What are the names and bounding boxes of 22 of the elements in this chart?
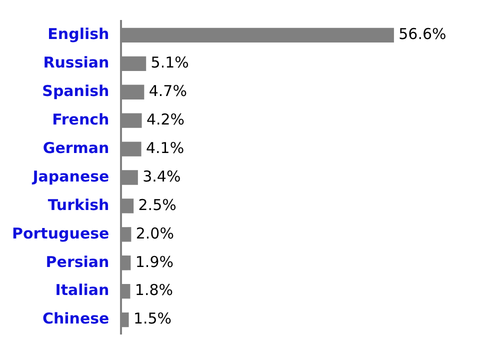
data-label: 5.1% [150, 54, 189, 72]
y-tick-label: Chinese [42, 310, 110, 328]
y-tick-label: Turkish [48, 196, 110, 214]
data-label: 2.0% [136, 224, 174, 242]
data-label: 3.4% [142, 167, 181, 186]
y-tick-label: Russian [43, 54, 110, 72]
y-tick-label: Japanese [32, 167, 110, 186]
data-label: 4.7% [148, 82, 187, 100]
data-label: 2.5% [138, 196, 176, 214]
y-tick-label: Italian [55, 281, 110, 300]
y-tick-label: French [52, 110, 110, 128]
y-tick-label: Persian [46, 252, 110, 271]
data-label: 1.9% [135, 252, 174, 271]
y-tick-label: German [42, 138, 110, 157]
data-label: 4.2% [146, 110, 185, 128]
data-label: 1.5% [133, 310, 172, 328]
data-label: 4.1% [146, 138, 184, 157]
y-tick-label: Spanish [42, 82, 110, 100]
y-tick-label: Portuguese [12, 224, 110, 242]
data-label: 1.8% [134, 281, 174, 300]
y-tick-label: English [48, 25, 110, 44]
data-label: 56.6% [398, 25, 446, 44]
